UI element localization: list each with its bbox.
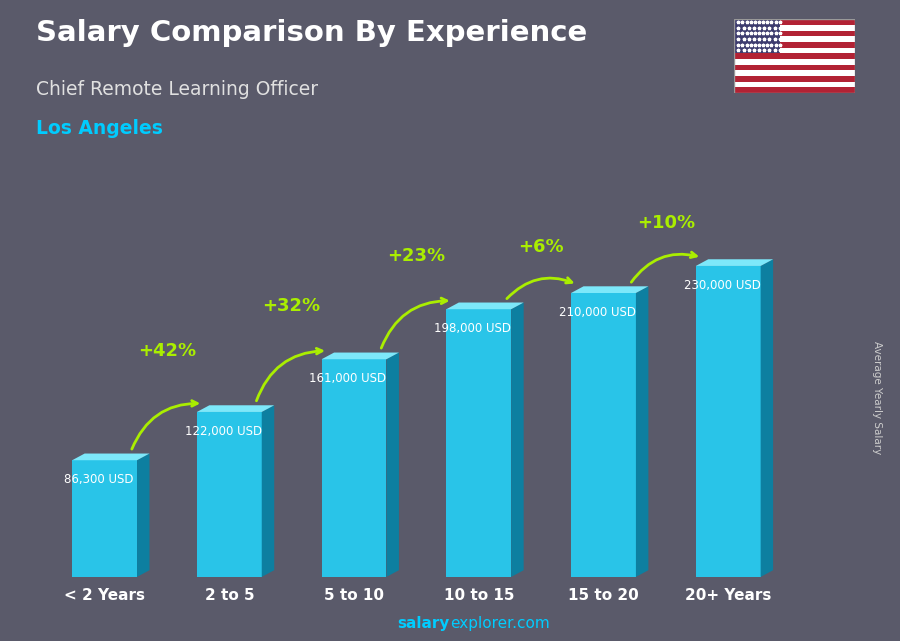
Polygon shape bbox=[696, 259, 773, 266]
Text: 161,000 USD: 161,000 USD bbox=[310, 372, 386, 385]
Polygon shape bbox=[321, 353, 399, 359]
Bar bbox=[734, 76, 855, 81]
Bar bbox=[734, 59, 855, 65]
Polygon shape bbox=[636, 287, 648, 577]
Text: Salary Comparison By Experience: Salary Comparison By Experience bbox=[36, 19, 587, 47]
Bar bbox=[734, 47, 855, 53]
Text: +10%: +10% bbox=[637, 215, 695, 233]
Text: +23%: +23% bbox=[387, 247, 446, 265]
Text: 230,000 USD: 230,000 USD bbox=[683, 279, 760, 292]
Text: explorer.com: explorer.com bbox=[450, 617, 550, 631]
Polygon shape bbox=[72, 454, 149, 460]
Bar bbox=[197, 412, 262, 577]
Polygon shape bbox=[572, 287, 648, 293]
Bar bbox=[734, 53, 855, 59]
Text: 86,300 USD: 86,300 USD bbox=[64, 473, 133, 487]
Bar bbox=[72, 460, 137, 577]
Bar bbox=[446, 309, 511, 577]
Text: Los Angeles: Los Angeles bbox=[36, 119, 163, 138]
Bar bbox=[572, 293, 636, 577]
Polygon shape bbox=[262, 405, 274, 577]
Polygon shape bbox=[197, 405, 274, 412]
Text: salary: salary bbox=[398, 617, 450, 631]
Bar bbox=[734, 87, 855, 93]
Polygon shape bbox=[511, 303, 524, 577]
Polygon shape bbox=[386, 353, 399, 577]
Bar bbox=[696, 266, 760, 577]
Polygon shape bbox=[760, 259, 773, 577]
Polygon shape bbox=[446, 303, 524, 309]
Bar bbox=[734, 37, 855, 42]
Bar bbox=[734, 42, 855, 47]
Text: 122,000 USD: 122,000 USD bbox=[184, 425, 262, 438]
Bar bbox=[734, 19, 855, 25]
Text: Average Yearly Salary: Average Yearly Salary bbox=[872, 341, 883, 454]
Bar bbox=[734, 65, 855, 71]
Text: +32%: +32% bbox=[263, 297, 320, 315]
Bar bbox=[734, 31, 855, 37]
Bar bbox=[321, 359, 386, 577]
Text: +42%: +42% bbox=[138, 342, 196, 360]
Text: Chief Remote Learning Officer: Chief Remote Learning Officer bbox=[36, 80, 318, 99]
Polygon shape bbox=[137, 454, 149, 577]
Text: 198,000 USD: 198,000 USD bbox=[434, 322, 511, 335]
Bar bbox=[734, 19, 779, 53]
Bar bbox=[734, 71, 855, 76]
Text: 210,000 USD: 210,000 USD bbox=[559, 306, 635, 319]
Text: +6%: +6% bbox=[518, 238, 564, 256]
Bar bbox=[734, 81, 855, 87]
Bar bbox=[734, 25, 855, 31]
